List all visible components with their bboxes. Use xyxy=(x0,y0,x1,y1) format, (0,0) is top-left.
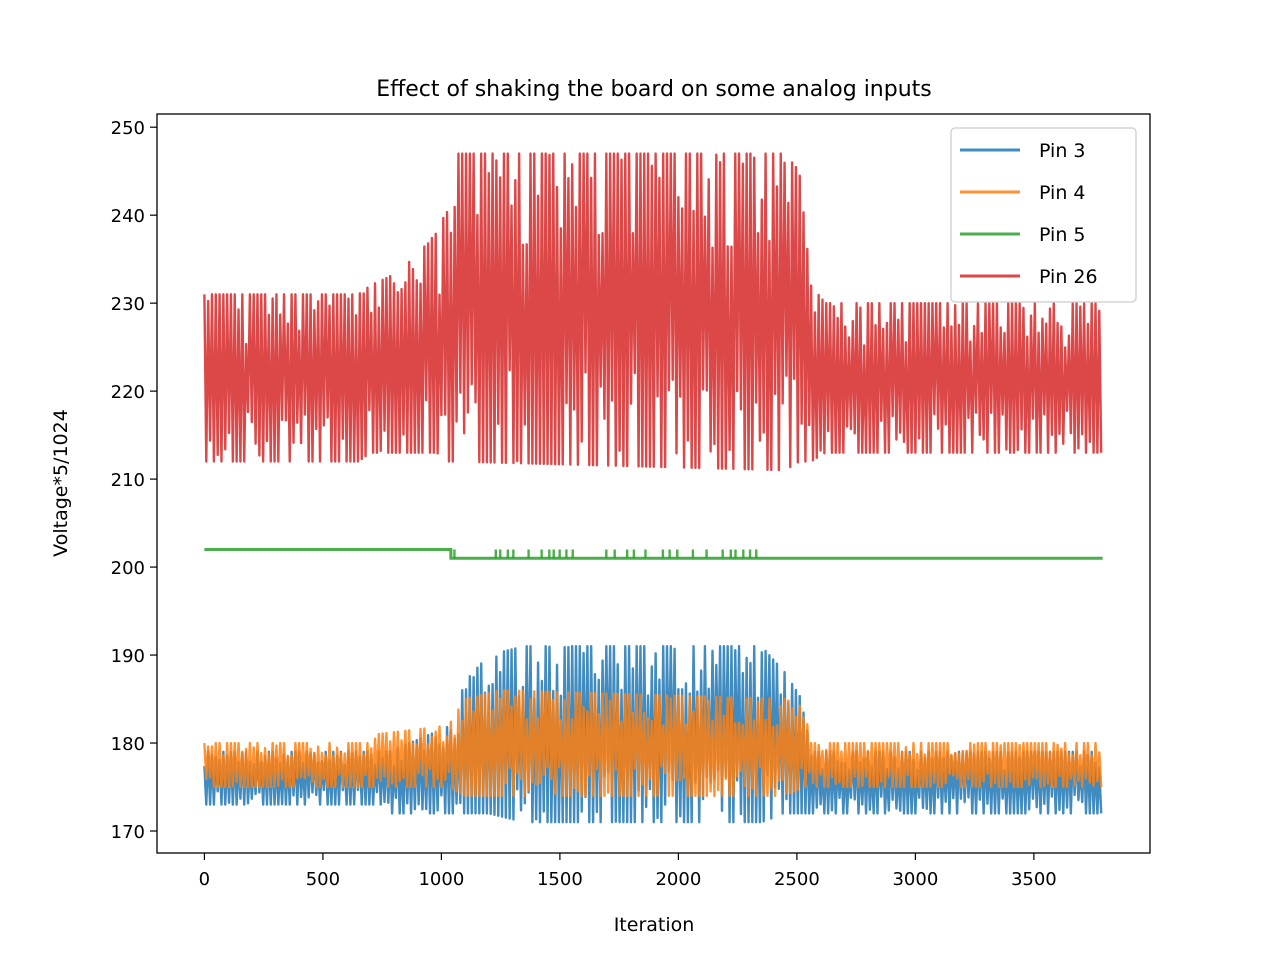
y-axis-label: Voltage*5/1024 xyxy=(50,409,72,557)
legend: Pin 3 Pin 4 Pin 5 Pin 26 xyxy=(950,127,1137,303)
x-axis: 0 500 1000 1500 2000 2500 3000 3500 xyxy=(199,853,1057,890)
legend-entry-pin-3-label: Pin 3 xyxy=(1039,140,1086,162)
x-tick-label: 3500 xyxy=(1011,869,1057,890)
y-tick-label: 250 xyxy=(111,118,145,139)
legend-entry-pin-4-label: Pin 4 xyxy=(1039,182,1086,204)
legend-entry-pin-5-label: Pin 5 xyxy=(1039,224,1086,246)
y-tick-label: 170 xyxy=(111,822,145,843)
y-tick-label: 230 xyxy=(111,294,145,315)
legend-box xyxy=(950,127,1137,303)
x-tick-label: 1500 xyxy=(537,869,583,890)
x-tick-label: 2000 xyxy=(655,869,701,890)
series-pin-4-line xyxy=(203,689,1103,798)
x-tick-label: 1000 xyxy=(418,869,464,890)
y-tick-label: 220 xyxy=(111,382,145,403)
x-tick-label: 0 xyxy=(199,869,210,890)
chart-title: Effect of shaking the board on some anal… xyxy=(376,77,932,102)
x-tick-label: 3000 xyxy=(892,869,938,890)
series-pin-5-flicker xyxy=(453,549,758,559)
y-tick-label: 180 xyxy=(111,734,145,755)
x-tick-label: 500 xyxy=(306,869,340,890)
y-axis: 170 180 190 200 210 220 230 240 250 xyxy=(111,118,157,843)
y-tick-label: 210 xyxy=(111,470,145,491)
x-axis-label: Iteration xyxy=(614,914,695,936)
y-tick-label: 190 xyxy=(111,646,145,667)
y-tick-label: 240 xyxy=(111,206,145,227)
series-pin-26-line xyxy=(203,152,1103,472)
plot-frame xyxy=(156,113,1151,854)
series-pin-5-line xyxy=(204,547,1103,560)
y-tick-label: 200 xyxy=(111,558,145,579)
legend-entry-pin-26-label: Pin 26 xyxy=(1039,266,1098,288)
x-tick-label: 2500 xyxy=(774,869,820,890)
series-layer xyxy=(203,152,1103,824)
